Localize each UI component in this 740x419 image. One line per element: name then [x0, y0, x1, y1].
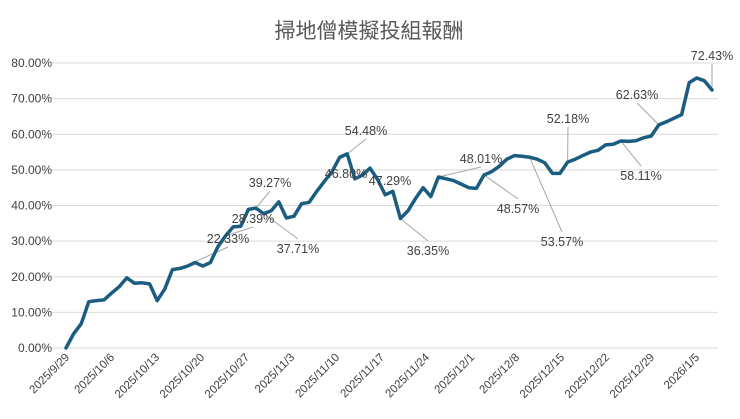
x-tick-label: 2025/12/1	[432, 352, 477, 397]
y-tick-label: 70.00%	[11, 92, 52, 106]
y-tick-label: 30.00%	[11, 234, 52, 248]
x-tick-label: 2025/11/10	[294, 352, 343, 401]
x-tick-label: 2025/12/29	[608, 352, 657, 401]
data-label: 72.43%	[691, 49, 733, 63]
x-tick-label: 2025/11/3	[253, 352, 297, 396]
data-label: 48.01%	[460, 152, 502, 166]
data-label: 48.57%	[497, 202, 539, 216]
data-label: 36.35%	[407, 244, 449, 258]
leader-line	[346, 138, 367, 155]
series-line	[64, 76, 714, 350]
x-tick-label: 2025/11/17	[339, 352, 388, 401]
leader-line	[620, 140, 642, 167]
x-tick-label: 2025/12/15	[518, 352, 567, 401]
y-tick-label: 60.00%	[11, 127, 52, 141]
x-tick-label: 2026/1/5	[662, 352, 702, 392]
leader-lines	[179, 64, 713, 269]
data-label: 22.33%	[207, 232, 249, 246]
y-tick-label: 0.00%	[18, 341, 52, 355]
leader-line	[225, 226, 254, 237]
y-tick-label: 20.00%	[11, 270, 52, 284]
gridlines	[52, 62, 718, 313]
x-tick-label: 2025/10/20	[158, 352, 207, 401]
x-tick-label: 2025/9/29	[27, 352, 72, 397]
x-tick-label: 2025/11/24	[384, 351, 433, 400]
x-tick-label: 2025/12/22	[563, 352, 612, 401]
leader-line	[483, 174, 519, 200]
leader-line	[255, 190, 271, 209]
leader-line	[400, 218, 429, 242]
data-label: 28.39%	[232, 212, 274, 226]
leader-line	[636, 102, 660, 126]
leader-line	[529, 156, 563, 233]
data-label: 62.63%	[616, 88, 658, 102]
x-tick-labels: 2025/9/29 2025/10/62025/10/132025/10/2020…	[27, 351, 702, 401]
data-labels: 22.33% 28.39% 39.27% 37.71% 46.80% 54.48% 47.2…	[207, 49, 733, 258]
data-label: 54.48%	[345, 124, 387, 138]
y-tick-label: 40.00%	[11, 199, 52, 213]
data-label: 37.71%	[277, 242, 319, 256]
y-tick-labels: 0.00% 10.00% 20.00% 30.00% 40.00% 50.00% 60.00…	[11, 56, 52, 355]
y-tick-label: 50.00%	[11, 163, 52, 177]
y-tick-label: 80.00%	[11, 56, 52, 70]
x-tick-label: 2025/10/13	[113, 352, 162, 401]
data-label: 52.18%	[547, 112, 589, 126]
data-label: 39.27%	[249, 176, 291, 190]
y-tick-label: 10.00%	[11, 305, 52, 319]
x-tick-label: 2025/12/8	[477, 352, 522, 397]
x-tick-label: 2025/10/6	[72, 352, 117, 397]
chart-title: 掃地僧模擬投組報酬	[275, 19, 464, 43]
leader-line	[263, 213, 299, 240]
data-label: 46.80%	[325, 167, 367, 181]
data-label: 53.57%	[541, 235, 583, 249]
x-tick-label: 2025/10/27	[203, 352, 252, 401]
leader-line	[438, 166, 482, 178]
data-label: 47.29%	[369, 174, 411, 188]
data-label: 58.11%	[620, 169, 661, 183]
